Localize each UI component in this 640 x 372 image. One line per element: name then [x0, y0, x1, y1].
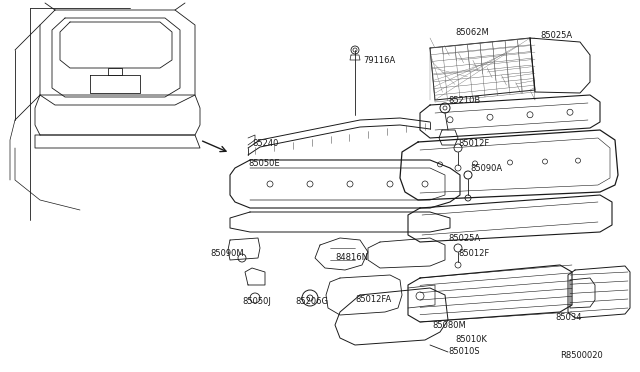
Text: 84816N: 84816N	[335, 253, 368, 263]
Text: 85080M: 85080M	[432, 321, 466, 330]
Text: 79116A: 79116A	[363, 55, 396, 64]
Text: 85012F: 85012F	[458, 138, 489, 148]
Text: 85010S: 85010S	[448, 347, 479, 356]
Text: 85034: 85034	[555, 314, 582, 323]
Text: 85240: 85240	[252, 138, 278, 148]
Text: 85062M: 85062M	[455, 28, 489, 36]
Text: 85025A: 85025A	[448, 234, 480, 243]
Text: 85012F: 85012F	[458, 248, 489, 257]
Text: R8500020: R8500020	[560, 350, 603, 359]
Text: 85206G: 85206G	[295, 298, 328, 307]
Text: 85090A: 85090A	[470, 164, 502, 173]
Text: 85025A: 85025A	[540, 31, 572, 39]
Text: 85050E: 85050E	[248, 158, 280, 167]
Text: 85012FA: 85012FA	[355, 295, 391, 305]
Text: 85090M: 85090M	[210, 248, 244, 257]
Text: 85010K: 85010K	[455, 336, 487, 344]
Text: 85210B: 85210B	[448, 96, 480, 105]
Text: 85050J: 85050J	[242, 298, 271, 307]
